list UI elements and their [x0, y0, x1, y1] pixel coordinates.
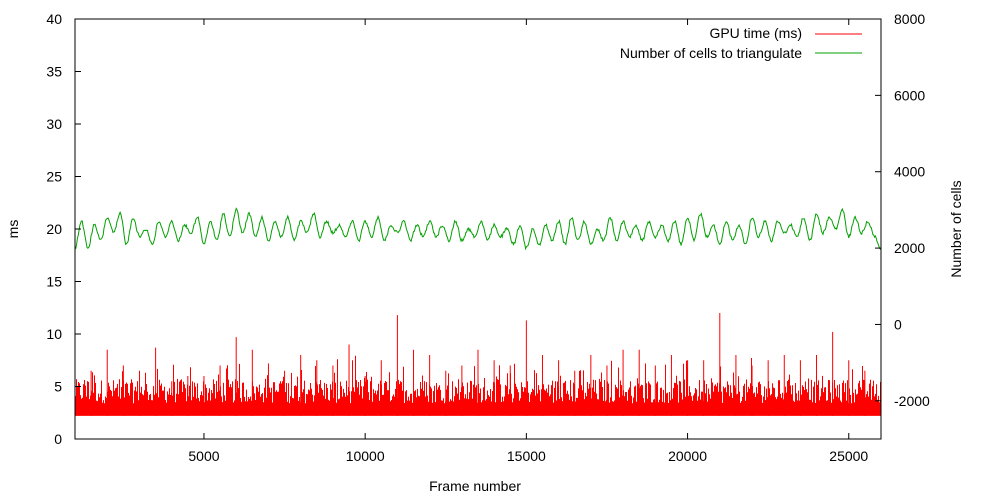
- y-left-tick-label: 0: [54, 431, 62, 447]
- y-left-tick-label: 20: [46, 221, 62, 237]
- y-left-tick-label: 40: [46, 11, 62, 27]
- gpu-time-series: [74, 313, 882, 416]
- legend-label-gpu-time: GPU time (ms): [709, 25, 802, 41]
- legend-label-cells: Number of cells to triangulate: [620, 45, 802, 61]
- cells-line: [74, 207, 882, 251]
- y-left-tick-label: 5: [54, 379, 62, 395]
- y-right-tick-label: 0: [894, 316, 902, 332]
- y-right-tick-label: 8000: [894, 11, 925, 27]
- x-tick-label: 10000: [346, 448, 385, 464]
- y-left-tick-label: 10: [46, 326, 62, 342]
- axes: 5000 10000 15000 20000 250000510152025303540…: [46, 11, 930, 464]
- x-tick-label: 5000: [188, 448, 219, 464]
- y-axis-right-label: Number of cells: [948, 180, 964, 277]
- x-tick-label: 25000: [829, 448, 868, 464]
- y-right-tick-label: -2000: [894, 393, 930, 409]
- cells-series: [74, 207, 882, 251]
- y-left-tick-label: 30: [46, 116, 62, 132]
- y-axis-left-label: ms: [5, 220, 21, 239]
- y-left-tick-label: 35: [46, 64, 62, 80]
- y-left-tick-label: 15: [46, 274, 62, 290]
- y-right-tick-label: 6000: [894, 87, 925, 103]
- legend: GPU time (ms) Number of cells to triangu…: [620, 25, 862, 61]
- x-tick-label: 15000: [507, 448, 546, 464]
- x-axis-label: Frame number: [429, 478, 521, 494]
- y-right-tick-label: 4000: [894, 164, 925, 180]
- x-tick-label: 20000: [668, 448, 707, 464]
- y-right-tick-label: 2000: [894, 240, 925, 256]
- y-left-tick-label: 25: [46, 169, 62, 185]
